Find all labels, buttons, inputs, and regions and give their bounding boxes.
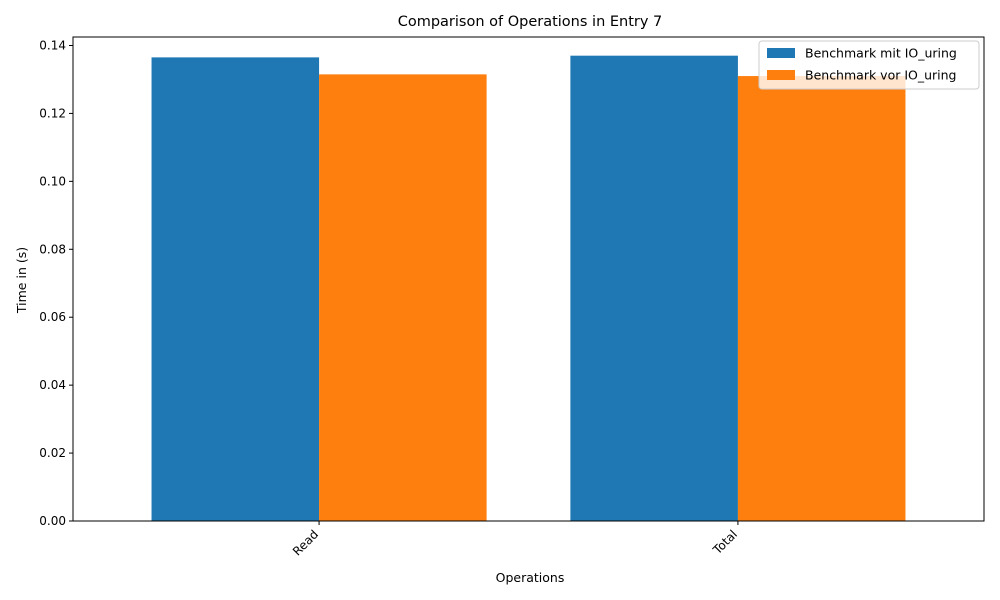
legend-swatch bbox=[767, 70, 795, 80]
plot-area-frame bbox=[72, 36, 985, 522]
x-tick-label-read: Read bbox=[290, 527, 321, 558]
bars-group bbox=[151, 55, 906, 522]
legend: Benchmark mit IO_uring Benchmark vor IO_u… bbox=[758, 40, 980, 90]
y-tick-label: 0.04 bbox=[39, 378, 66, 392]
legend-label: Benchmark vor IO_uring bbox=[805, 68, 957, 83]
y-tick-label: 0.02 bbox=[39, 446, 66, 460]
x-axis-label: Operations bbox=[496, 570, 565, 585]
y-tick-label: 0.06 bbox=[39, 310, 66, 324]
y-tick-label: 0.00 bbox=[39, 514, 66, 528]
y-tick-label: 0.12 bbox=[39, 106, 66, 120]
y-tick-label: 0.08 bbox=[39, 242, 66, 256]
bar-read-series-1 bbox=[151, 57, 320, 522]
legend-box bbox=[758, 40, 980, 90]
y-axis-ticks: 0.00 0.02 0.04 0.06 0.08 0.10 0.12 0.14 bbox=[39, 38, 73, 528]
x-axis-ticks: Read Total bbox=[290, 521, 740, 558]
chart-title: Comparison of Operations in Entry 7 bbox=[398, 14, 663, 30]
legend-swatch bbox=[767, 48, 795, 58]
bar-total-series-1 bbox=[570, 55, 738, 522]
x-tick-label-total: Total bbox=[710, 527, 740, 557]
bar-total-series-2 bbox=[737, 76, 906, 522]
bar-read-series-2 bbox=[319, 74, 487, 522]
legend-label: Benchmark mit IO_uring bbox=[805, 46, 957, 61]
y-tick-label: 0.10 bbox=[39, 174, 66, 188]
y-tick-label: 0.14 bbox=[39, 38, 66, 52]
y-axis-label: Time in (s) bbox=[14, 247, 29, 314]
